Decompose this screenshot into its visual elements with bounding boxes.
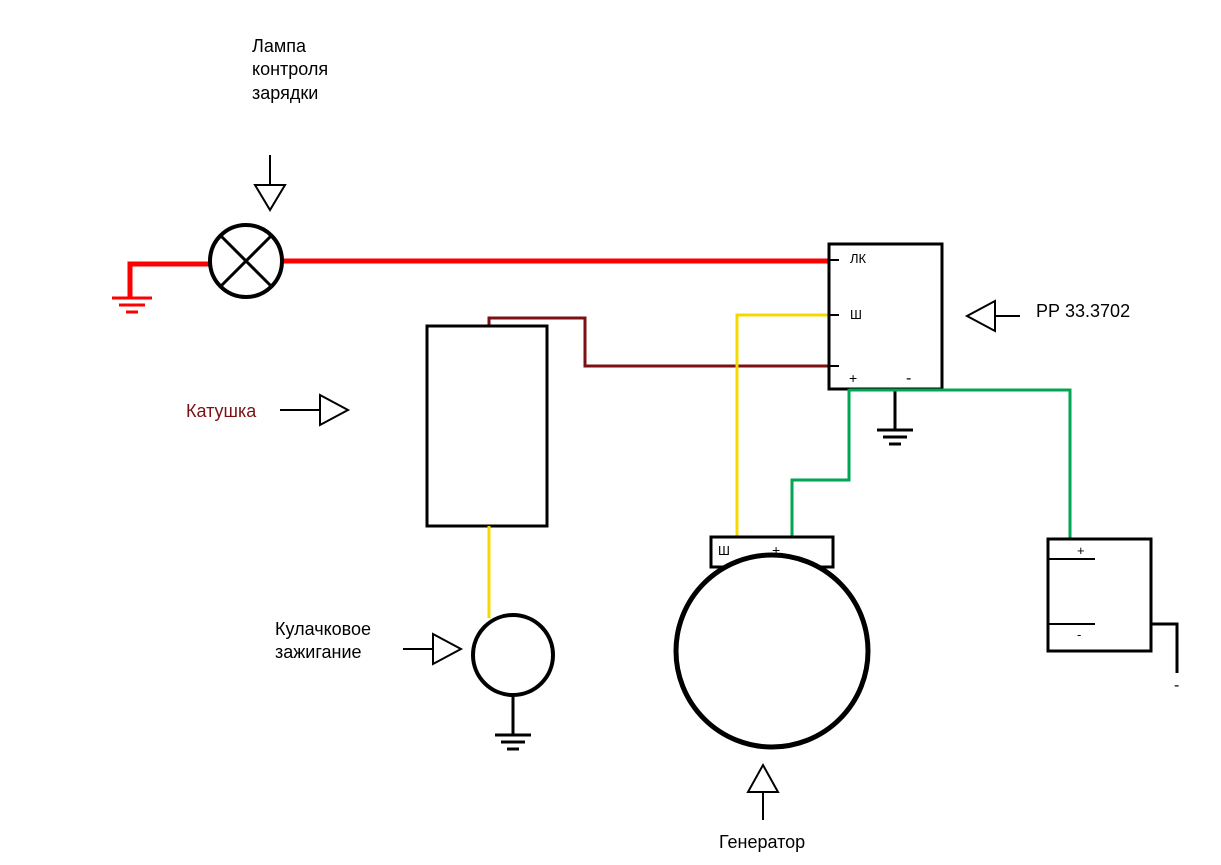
lamp-label: Лампа контроля зарядки	[252, 35, 328, 105]
terminal-sh: Ш	[850, 307, 862, 324]
terminal-plus: +	[849, 369, 857, 387]
lamp-arrow	[255, 155, 285, 210]
terminal-minus: -	[906, 369, 911, 390]
generator-label: Генератор	[719, 831, 805, 854]
green-wire-battery	[849, 390, 1070, 540]
yellow-wire-gen	[737, 315, 829, 537]
battery-symbol	[1048, 539, 1151, 651]
ignition-symbol	[473, 615, 553, 749]
terminal-lk: ЛК	[850, 251, 866, 268]
ignition-arrow	[403, 634, 461, 664]
circuit-diagram	[0, 0, 1221, 865]
regulator-ground	[877, 389, 913, 444]
generator-arrow	[748, 765, 778, 820]
coil-arrow	[280, 395, 348, 425]
ignition-label: Кулачковое зажигание	[275, 618, 371, 665]
coil-label: Катушка	[186, 401, 256, 422]
regulator-label: РР 33.3702	[1036, 300, 1130, 323]
batt-side-minus: -	[1174, 676, 1179, 697]
black-wire	[1151, 624, 1177, 673]
regulator-symbol	[829, 244, 942, 389]
generator-symbol	[676, 537, 868, 747]
batt-terminal-plus: +	[1077, 543, 1085, 560]
coil-symbol	[427, 326, 547, 526]
lamp-symbol	[210, 225, 282, 297]
gen-terminal-sh: Ш	[718, 543, 730, 560]
regulator-arrow	[967, 301, 1020, 331]
gen-terminal-plus: +	[772, 541, 780, 559]
batt-terminal-minus: -	[1077, 627, 1081, 644]
green-wire-generator	[792, 389, 849, 537]
